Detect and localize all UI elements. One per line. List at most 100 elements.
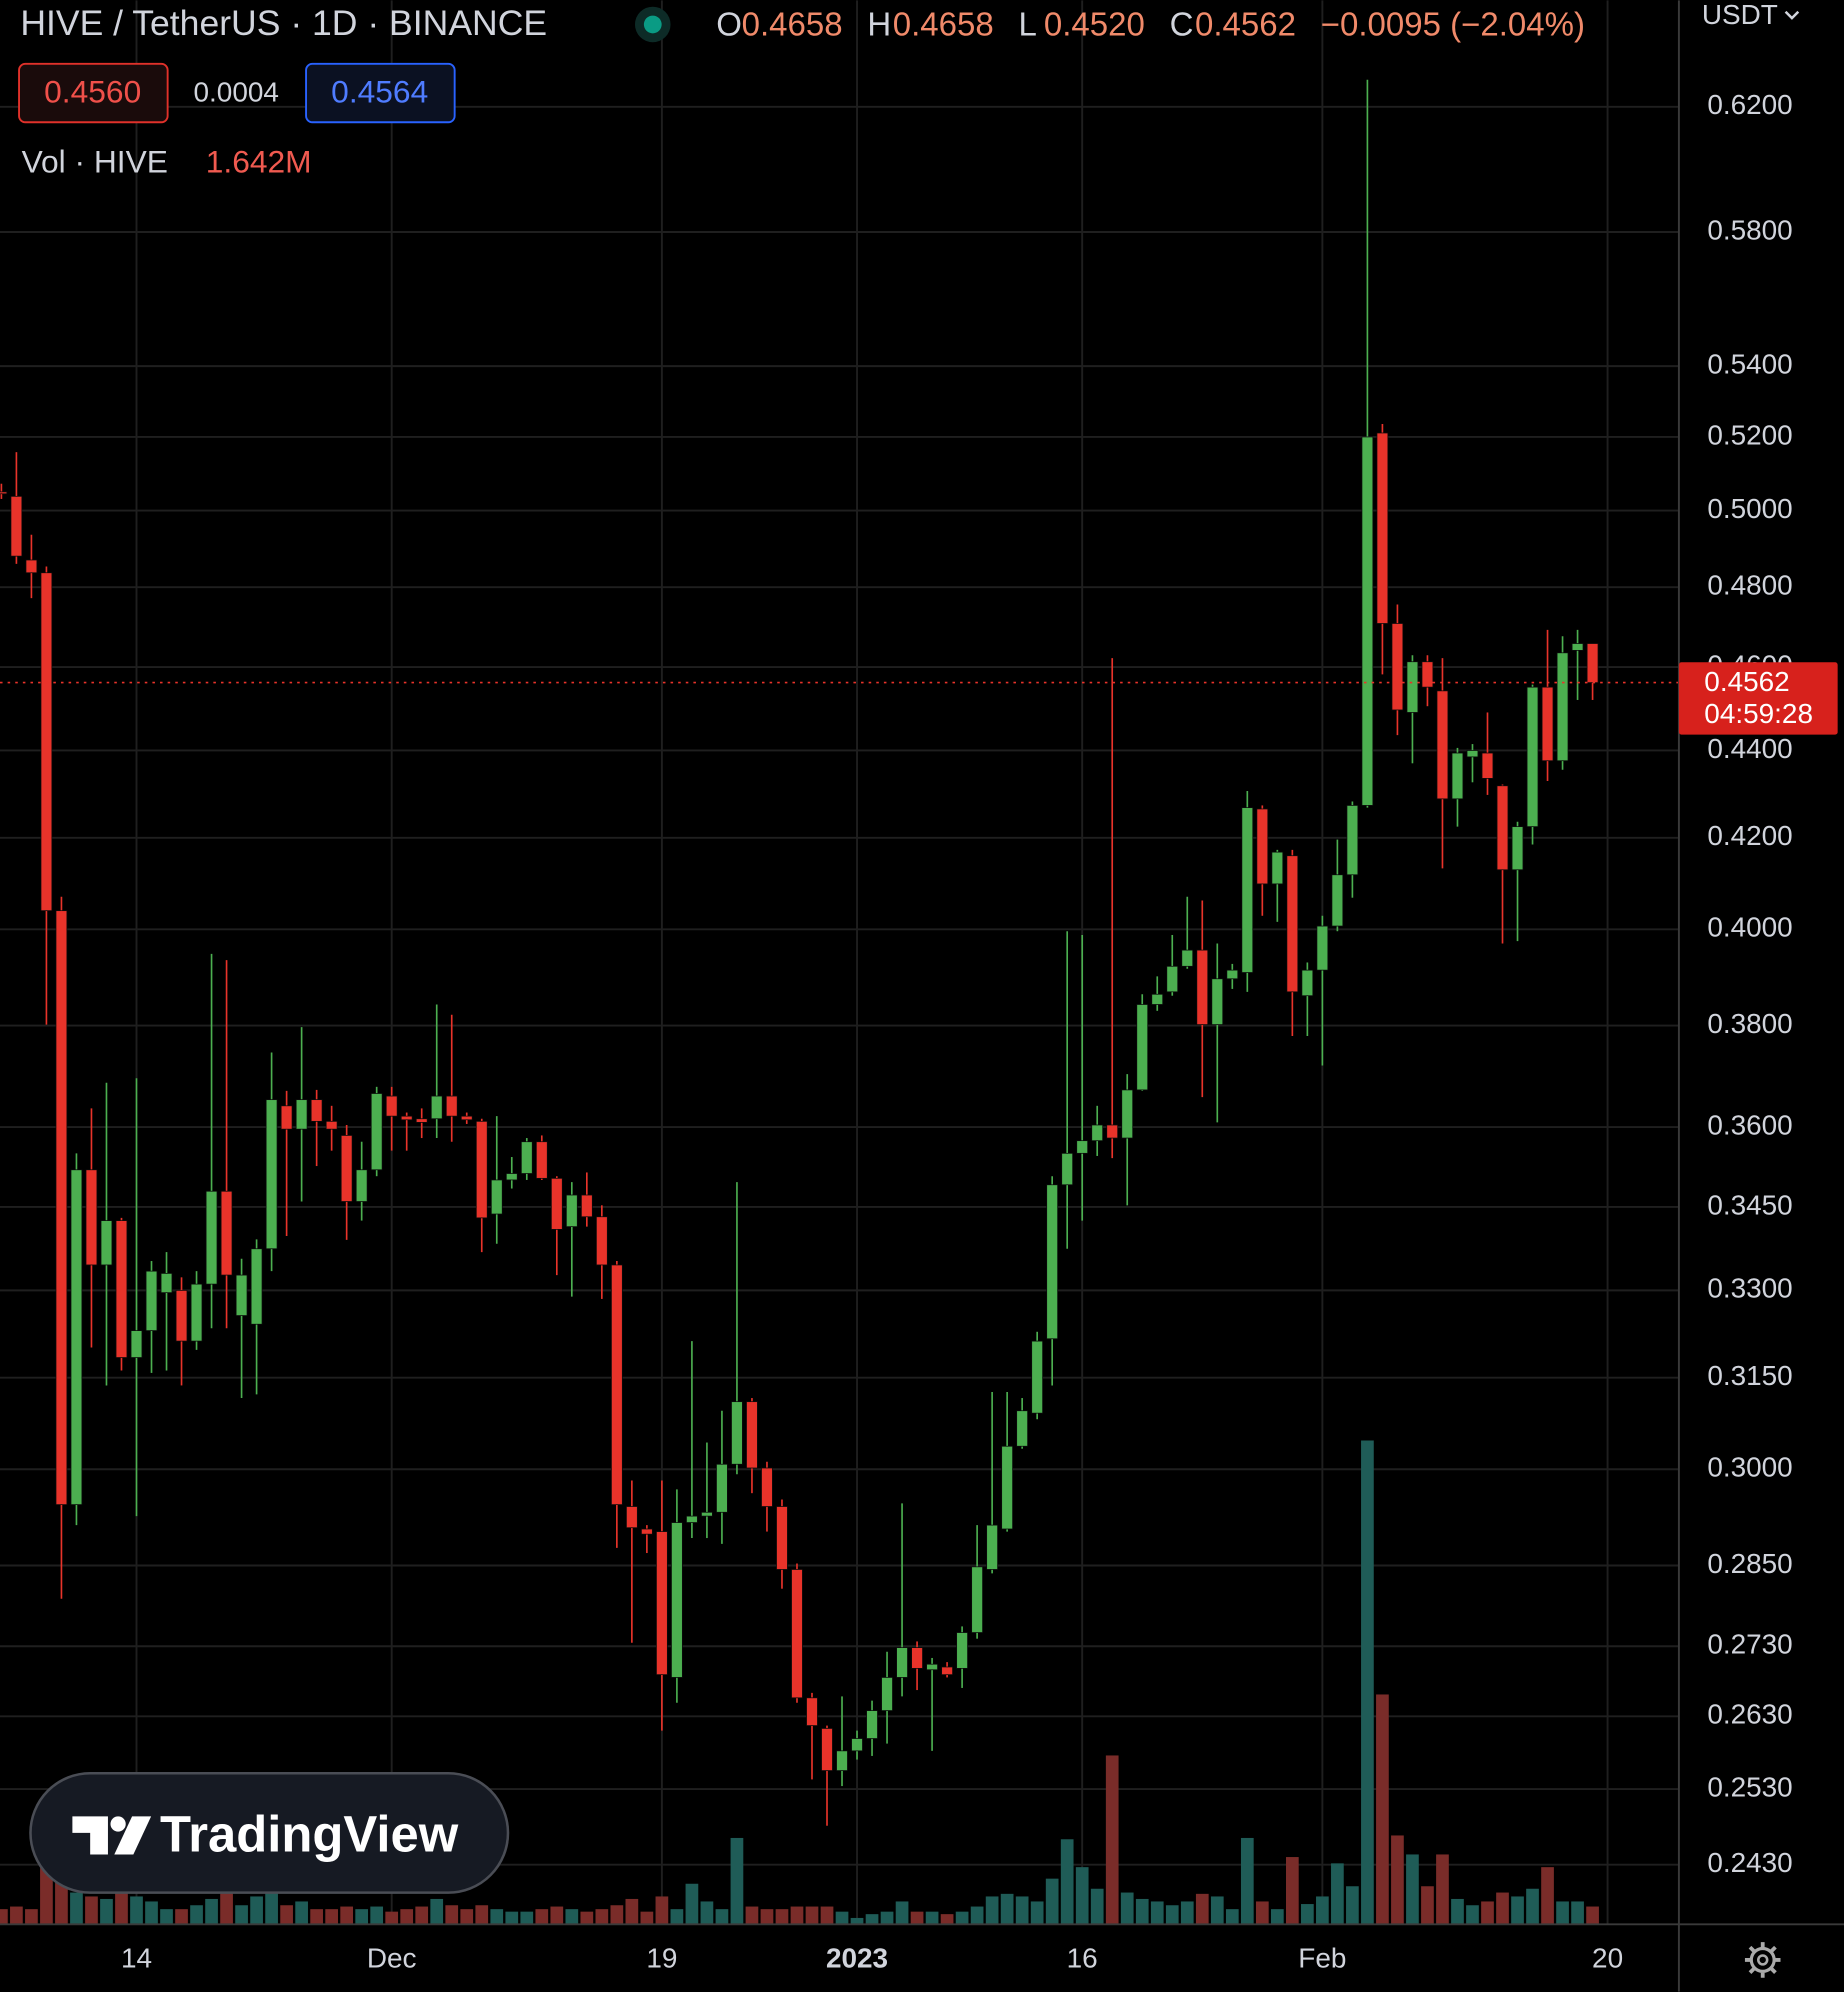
candle-body (836, 1750, 848, 1771)
candle-body (160, 1273, 173, 1294)
settings-icon[interactable] (1744, 1942, 1781, 1978)
volume-bar (580, 1911, 594, 1925)
candle-body (1391, 623, 1404, 711)
candle-body (686, 1515, 698, 1523)
candle-body (550, 1177, 563, 1230)
volume-bar (1090, 1888, 1104, 1925)
candle-body (340, 1135, 353, 1202)
volume-bar (100, 1898, 113, 1925)
candle-body (701, 1511, 713, 1517)
watermark-logo (114, 1816, 152, 1855)
volume-bar (1105, 1755, 1119, 1925)
volume-bar (1496, 1892, 1509, 1925)
candle-body (505, 1173, 518, 1181)
candle-body (1511, 826, 1524, 871)
candle-body (791, 1569, 803, 1699)
ohlc-value: 0.4658 (893, 6, 994, 43)
watermark-box[interactable] (29, 1771, 510, 1894)
candle-body (70, 1169, 83, 1505)
bid-price[interactable]: 0.4560 (44, 74, 141, 110)
candle-body (911, 1647, 923, 1669)
candle-body (1421, 661, 1434, 688)
volume-bar (670, 1909, 684, 1925)
volume-bar (85, 1896, 98, 1925)
watermark-logo (72, 1816, 108, 1855)
candle-body (400, 1115, 413, 1121)
candle-body (1436, 690, 1449, 800)
volume-bar (160, 1909, 173, 1925)
candle-body (1091, 1124, 1104, 1142)
candle-body (761, 1467, 773, 1507)
y-tick-label: 0.2630 (1707, 1699, 1792, 1730)
candle-body (1526, 686, 1539, 828)
volume-bar (340, 1906, 354, 1925)
volume-bar (805, 1906, 819, 1925)
candle-body (1376, 432, 1389, 624)
candle-body (1076, 1140, 1089, 1154)
candle-body (1286, 855, 1299, 993)
gear-ring[interactable] (1749, 1946, 1776, 1973)
volume-bar (10, 1906, 23, 1925)
candle-body (1181, 949, 1194, 967)
volume-bar (1060, 1839, 1074, 1925)
gear-hub[interactable] (1757, 1954, 1769, 1966)
volume-bar (1255, 1901, 1269, 1925)
volume-bar (1030, 1901, 1044, 1925)
candle-body (1496, 785, 1509, 871)
candle-body (295, 1099, 308, 1130)
candle-body (956, 1632, 968, 1669)
volume-bar (895, 1901, 909, 1925)
candle-body (445, 1095, 458, 1117)
volume-bar (1391, 1835, 1404, 1925)
candle-body (1271, 851, 1284, 885)
volume-bar (640, 1911, 654, 1925)
volume-bar (1150, 1901, 1164, 1925)
volume-bar (1556, 1901, 1569, 1925)
gear-teeth[interactable] (1744, 1942, 1781, 1978)
volume-bar (1361, 1440, 1374, 1925)
candle-body (460, 1115, 473, 1121)
candle-body (1196, 949, 1209, 1025)
candle-body (1241, 807, 1254, 973)
volume-bar (1120, 1892, 1134, 1925)
volume-bar (955, 1911, 969, 1925)
volume-bar (1195, 1893, 1209, 1925)
candle-body (310, 1099, 323, 1122)
candle-body (145, 1270, 158, 1331)
volume-bar (265, 1892, 278, 1925)
volume-bar (1406, 1854, 1419, 1925)
candle-body (1331, 874, 1344, 927)
candle-pane (0, 79, 1679, 1826)
volume-bar (940, 1914, 954, 1925)
candle-body (1466, 750, 1479, 758)
x-tick-label: 2023 (826, 1942, 888, 1973)
ohlc-key: O (716, 6, 742, 43)
volume-bar (1526, 1888, 1539, 1925)
candle-body (280, 1105, 293, 1130)
candle-body (0, 491, 8, 495)
ask-price[interactable]: 0.4564 (331, 74, 428, 110)
candle-body (1121, 1089, 1134, 1139)
x-tick-label: 14 (121, 1942, 152, 1973)
candle-body (1481, 752, 1494, 779)
volume-bar (1301, 1904, 1314, 1925)
candle-body (85, 1169, 98, 1266)
currency-chevron[interactable] (1784, 10, 1800, 20)
volume-bar (925, 1911, 939, 1925)
bid-box[interactable] (18, 62, 169, 124)
y-tick-label: 0.5800 (1707, 214, 1792, 245)
candle-body (806, 1697, 818, 1726)
y-tick-label: 0.3450 (1707, 1189, 1792, 1220)
candle-body (851, 1738, 863, 1752)
x-tick-label: 16 (1067, 1942, 1098, 1973)
grid (0, 0, 1679, 1925)
volume-bar (1015, 1896, 1029, 1925)
currency[interactable]: USDT (1702, 0, 1778, 30)
volume-bar (790, 1906, 804, 1925)
ask-box[interactable] (305, 62, 456, 124)
volume-bar (1346, 1886, 1359, 1925)
candle-body (1061, 1152, 1074, 1186)
ohlc-key: C (1170, 6, 1194, 43)
